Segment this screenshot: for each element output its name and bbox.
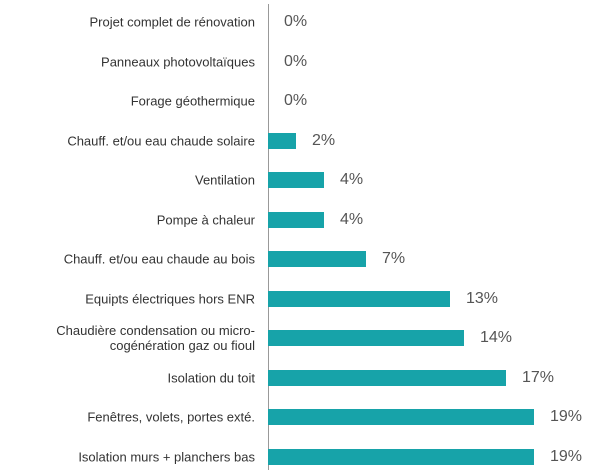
category-label: Chaudière condensation ou micro- cogénér…: [56, 323, 255, 353]
value-label: 2%: [312, 131, 336, 149]
bar: [268, 369, 506, 386]
category-label: Fenêtres, volets, portes exté.: [87, 409, 255, 425]
category-label: Pompe à chaleur: [156, 212, 255, 227]
value-label: 0%: [284, 13, 308, 30]
category-label: Chauff. et/ou eau chaude solaire: [67, 133, 255, 148]
category-label: Chauff. et/ou eau chaude au bois: [63, 251, 255, 267]
category-label: Ventilation: [195, 172, 255, 188]
bar: [268, 330, 464, 346]
bar: [268, 290, 450, 307]
category-label: Equipts électriques hors ENR: [85, 291, 255, 306]
value-label: 13%: [466, 289, 499, 307]
value-label: 14%: [480, 329, 513, 346]
value-label: 19%: [550, 408, 583, 425]
value-label: 0%: [284, 52, 308, 70]
axis-line: [268, 4, 269, 470]
bar: [268, 251, 366, 267]
category-label: Panneaux photovoltaïques: [101, 54, 255, 69]
category-label: Forage géothermique: [130, 93, 255, 109]
value-label: 7%: [382, 250, 406, 267]
category-label: Projet complet de rénovation: [89, 14, 255, 30]
bar: [268, 132, 296, 149]
value-label: 17%: [522, 368, 555, 386]
value-label: 4%: [340, 171, 364, 188]
bar: [268, 448, 534, 465]
bar: [268, 172, 324, 188]
category-label: Isolation du toit: [167, 370, 255, 385]
value-label: 0%: [284, 92, 308, 109]
value-label: 4%: [340, 210, 364, 228]
category-label: Isolation murs + planchers bas: [78, 449, 255, 464]
bar: [268, 409, 534, 425]
bar: [268, 211, 324, 228]
value-label: 19%: [550, 447, 583, 465]
